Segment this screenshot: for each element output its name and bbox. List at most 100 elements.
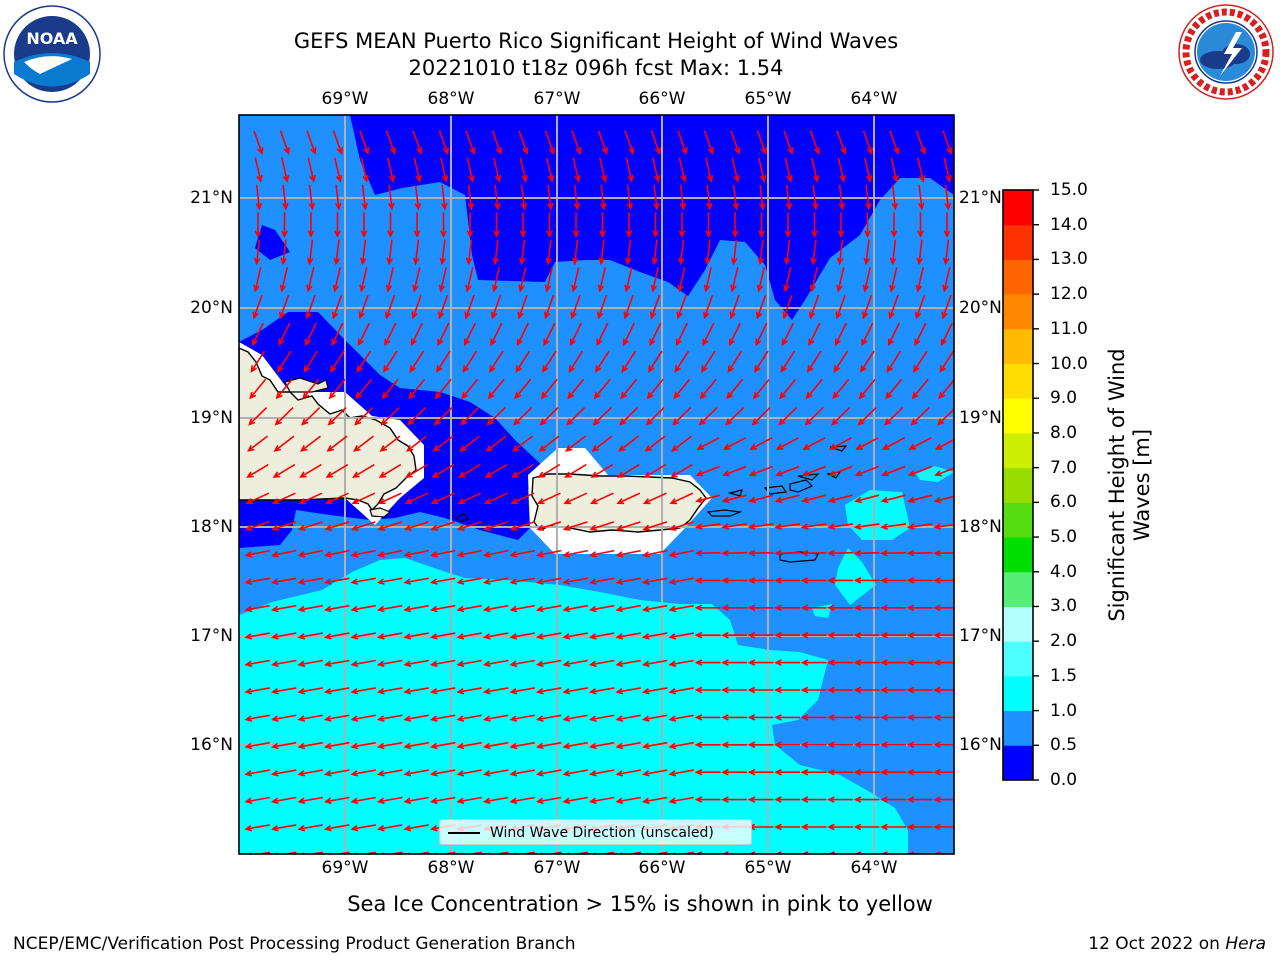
wave-direction-arrow [486, 407, 506, 426]
wave-direction-arrow [679, 184, 687, 211]
wave-direction-arrow [376, 632, 403, 640]
wave-direction-arrow [275, 378, 293, 400]
wave-direction-arrow [624, 267, 633, 293]
wave-direction-arrow [880, 823, 906, 831]
wave-direction-arrow [858, 378, 876, 400]
wave-direction-arrow [535, 769, 562, 777]
wave-direction-arrow [562, 714, 588, 722]
wave-direction-arrow [411, 294, 422, 320]
wave-direction-arrow [705, 212, 712, 239]
wave-direction-arrow [456, 659, 482, 668]
wave-direction-arrow [562, 549, 588, 558]
map-frame [238, 114, 955, 855]
colorbar-segment [1003, 571, 1033, 607]
wave-direction-arrow [483, 521, 509, 531]
wave-direction-arrow [774, 714, 800, 721]
wave-direction-arrow [694, 768, 721, 776]
wave-direction-arrow [837, 212, 845, 239]
wave-direction-arrow [809, 294, 820, 320]
wave-direction-arrow [906, 631, 933, 639]
wave-band-10-15-south [239, 558, 908, 854]
wave-direction-arrow [853, 686, 880, 694]
wave-direction-arrow [913, 350, 928, 373]
wave-direction-arrow [429, 796, 456, 805]
wave-direction-arrow [297, 577, 323, 585]
wave-direction-arrow [678, 157, 687, 183]
wave-direction-arrow [756, 294, 767, 320]
wave-direction-arrow [297, 741, 323, 750]
wave-direction-arrow [668, 577, 694, 585]
wave-direction-arrow [807, 350, 822, 373]
wave-direction-arrow [333, 239, 340, 266]
wave-direction-arrow [721, 577, 747, 584]
wave-direction-arrow [800, 823, 827, 831]
wave-direction-arrow [756, 267, 765, 293]
wave-direction-arrow [668, 604, 694, 613]
colorbar-level-label: 10.0 [1050, 353, 1088, 374]
wave-direction-arrow [323, 659, 350, 668]
wave-direction-arrow [482, 577, 509, 585]
wave-direction-arrow [942, 130, 953, 156]
wave-direction-arrow [906, 604, 933, 612]
nws-logo [1178, 4, 1274, 100]
wave-direction-arrow [409, 350, 425, 373]
wave-direction-arrow [484, 463, 508, 478]
wave-direction-arrow [774, 796, 800, 803]
hispaniola-coast [239, 347, 417, 512]
wave-direction-arrow [906, 686, 933, 694]
footer-date: 12 Oct 2022 on Hera [1088, 933, 1266, 955]
wave-direction-arrow [323, 632, 350, 640]
wave-direction-arrow [747, 768, 774, 776]
wave-direction-arrow [429, 632, 456, 640]
wave-direction-arrow [482, 604, 509, 613]
wave-direction-arrow [515, 350, 531, 373]
wave-direction-arrow [597, 294, 608, 320]
wave-direction-arrow [836, 267, 845, 293]
wave-direction-arrow [253, 130, 264, 156]
wave-direction-arrow [544, 294, 555, 320]
wave-direction-arrow [387, 212, 394, 239]
colorbar-level-label: 12.0 [1050, 284, 1088, 305]
wave-direction-arrow [403, 577, 429, 585]
wave-direction-arrow [323, 604, 350, 613]
wave-direction-arrow [562, 604, 588, 613]
wave-direction-arrow [593, 378, 611, 400]
wave-direction-arrow [779, 378, 797, 400]
wave-direction-arrow [335, 184, 342, 211]
wave-direction-arrow [379, 435, 401, 452]
wave-direction-arrow [934, 438, 954, 450]
wave-direction-arrow [619, 407, 639, 426]
wave-direction-arrow [248, 407, 268, 426]
wave-direction-arrow [703, 294, 714, 320]
wave-direction-arrow [456, 714, 482, 722]
wave-direction-arrow [933, 577, 954, 584]
colorbar-level-label: 5.0 [1050, 527, 1078, 548]
wave-direction-arrow [588, 769, 615, 777]
wave-direction-arrow [641, 659, 668, 668]
wave-direction-arrow [494, 184, 501, 211]
wave-direction-arrow [407, 851, 429, 854]
wave-direction-arrow [672, 851, 694, 854]
wave-direction-arrow [800, 604, 827, 612]
wave-direction-arrow [622, 322, 636, 347]
wave-direction-arrow [670, 463, 693, 478]
wave-direction-arrow [906, 659, 933, 666]
wave-direction-arrow [694, 659, 721, 666]
wave-direction-arrow [775, 465, 800, 477]
wave-direction-arrow [359, 239, 367, 266]
lat-label-right: 19°N [959, 408, 1002, 428]
wave-direction-arrow [270, 604, 297, 613]
wave-direction-arrow [722, 437, 746, 450]
wave-direction-arrow [270, 577, 297, 585]
wave-direction-arrow [436, 350, 451, 373]
wave-direction-arrow [563, 492, 588, 505]
wave-direction-arrow [748, 465, 773, 477]
wave-direction-arrow [323, 577, 350, 585]
lon-label-top: 66°W [638, 89, 686, 109]
wave-direction-arrow [800, 741, 827, 749]
wave-direction-arrow [487, 378, 505, 400]
wave-direction-arrow [721, 796, 747, 803]
wave-direction-arrow [464, 294, 475, 320]
wave-direction-arrow [827, 659, 853, 666]
wave-direction-arrow [774, 823, 800, 831]
